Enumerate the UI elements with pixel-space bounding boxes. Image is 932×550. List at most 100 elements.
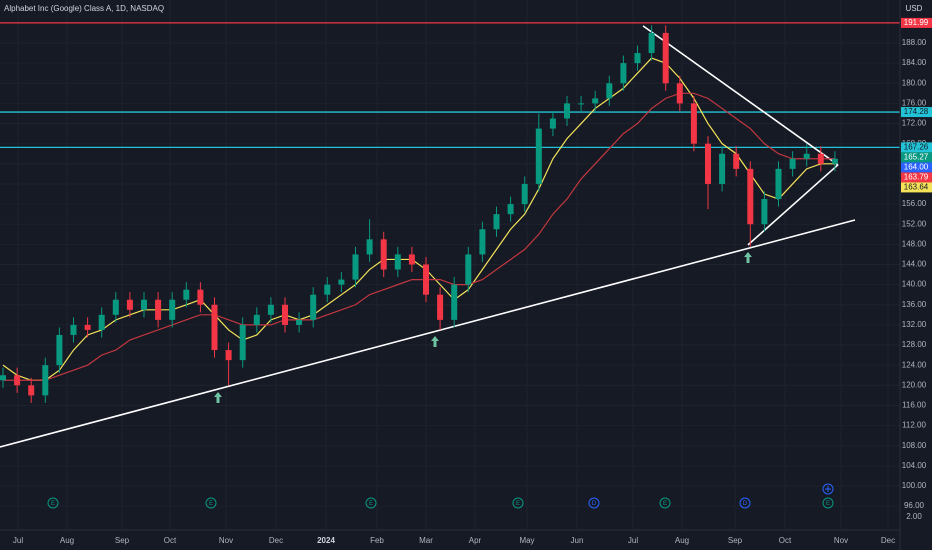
candle-body (493, 214, 500, 230)
price-label-bg (901, 152, 932, 163)
candle-body (169, 299, 176, 320)
candle-body (437, 294, 444, 320)
y-tick-label: 180.00 (902, 78, 927, 87)
candle-body (98, 314, 105, 330)
candle-body (126, 299, 133, 310)
candle-body (0, 375, 6, 381)
x-tick-label: Jul (628, 536, 638, 545)
candle-body (112, 299, 119, 315)
y-tick-label: 156.00 (902, 199, 927, 208)
candle-body (719, 153, 726, 184)
event-icon (588, 497, 600, 509)
candle-body (296, 319, 303, 325)
candle-body (253, 314, 260, 325)
candle-body (225, 350, 232, 361)
candle-body (423, 264, 429, 295)
x-tick-label: Dec (269, 536, 283, 545)
candle-body (352, 254, 359, 280)
x-tick-label: Jun (571, 536, 584, 545)
x-tick-label: Apr (469, 536, 482, 545)
y-tick-label: 124.00 (902, 360, 927, 369)
y-tick-label: 188.00 (902, 38, 927, 47)
candle-body (789, 158, 796, 169)
arrows (214, 252, 752, 403)
event-label: E (516, 501, 520, 507)
x-tick-label: Aug (675, 536, 689, 545)
event-label: E (826, 501, 830, 507)
candle-body (465, 254, 472, 285)
candle-body (155, 299, 162, 320)
candle-body (56, 334, 63, 366)
trendline (747, 164, 839, 246)
candle-body (408, 254, 415, 265)
x-tick-label: Sep (115, 536, 130, 545)
candle-body (366, 239, 373, 255)
price-label-bg (901, 172, 932, 183)
price-label-bg (901, 182, 932, 193)
arrow (431, 336, 439, 347)
moving-average (2, 57, 835, 381)
y-tick-label: 184.00 (902, 58, 927, 67)
candle-body (141, 299, 147, 310)
y-tick-label: 104.00 (902, 461, 927, 470)
price-label-bg (901, 162, 932, 173)
candle-body (564, 103, 570, 119)
candle-body (690, 103, 697, 144)
y-tick-label: 116.00 (902, 401, 926, 410)
candle-body (535, 128, 542, 184)
add-event[interactable] (822, 483, 834, 495)
event-label: E (369, 501, 373, 507)
event-icon (205, 497, 217, 509)
y-tick-label: 128.00 (902, 340, 927, 349)
candle-body (451, 284, 458, 320)
y-tick-label: 140.00 (902, 280, 927, 289)
candle-body (831, 158, 838, 164)
x-tick-label: Nov (834, 536, 848, 545)
x-tick-label: Oct (164, 536, 177, 545)
arrow (744, 252, 752, 263)
price-label: 174.28 (904, 107, 929, 116)
candle-body (648, 32, 655, 54)
y-tick-label: 144.00 (902, 260, 927, 269)
x-tick-label: May (519, 536, 534, 545)
price-label: 191.99 (904, 18, 929, 27)
y-tick-label: 152.00 (902, 219, 927, 228)
y-tick-label: 96.00 (904, 501, 925, 510)
price-label: 167.26 (904, 143, 929, 152)
candle-body (549, 118, 556, 129)
candle-body (733, 153, 740, 169)
x-tick-label: Feb (370, 536, 384, 545)
candle-body (676, 83, 683, 104)
x-tick-label: Nov (219, 536, 233, 545)
moving-average (3, 92, 835, 381)
event-label: D (743, 501, 748, 507)
price-label: 164.00 (904, 163, 929, 172)
y-tick-label: 100.00 (902, 481, 927, 490)
price-label: 165.27 (904, 153, 929, 162)
y-tick-label: 136.00 (902, 300, 927, 309)
price-label-bg (901, 107, 932, 118)
y-tick-label: 108.00 (902, 441, 927, 450)
candle-body (14, 375, 21, 386)
sub-axis-label: 2.00 (906, 512, 922, 521)
event-label: D (592, 501, 597, 507)
trendline (0, 219, 856, 448)
candle-body (634, 53, 641, 64)
currency: USD (906, 4, 923, 13)
candle-body (775, 168, 782, 200)
grid (0, 0, 900, 530)
y-tick-label: 148.00 (902, 239, 927, 248)
event-icon (47, 497, 59, 509)
x-tick-label: Dec (881, 536, 895, 545)
chart-title: Alphabet Inc (Google) Class A, 1D, NASDA… (4, 4, 164, 13)
candle-body (817, 153, 824, 164)
candle-body (183, 289, 190, 300)
event-icon (739, 497, 751, 509)
candle-body (282, 304, 288, 325)
y-tick-label: 172.00 (902, 119, 927, 128)
candle-body (578, 103, 585, 105)
x-tick-label: Jul (13, 536, 23, 545)
candle-body (479, 229, 486, 255)
candle-body (606, 83, 613, 99)
x-tick-label: Sep (728, 536, 743, 545)
